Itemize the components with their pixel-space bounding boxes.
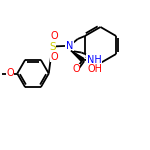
- Polygon shape: [71, 51, 84, 61]
- Text: O: O: [6, 69, 14, 78]
- Text: O: O: [50, 31, 58, 41]
- Text: N: N: [66, 41, 73, 51]
- Text: S: S: [49, 42, 56, 51]
- Text: O: O: [50, 52, 58, 62]
- Text: OH: OH: [88, 64, 103, 74]
- Text: O: O: [72, 64, 80, 74]
- Text: NH: NH: [87, 55, 101, 65]
